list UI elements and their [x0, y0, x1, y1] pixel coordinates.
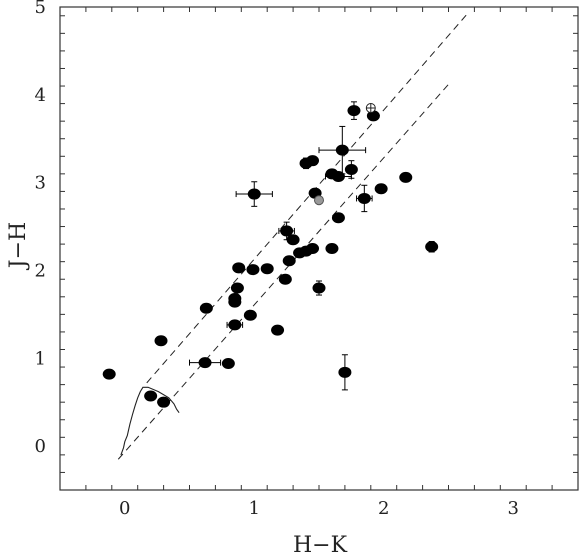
marker-filled — [282, 255, 296, 267]
y-tick-label: 0 — [35, 436, 46, 457]
marker-filled — [366, 110, 380, 122]
data-point — [278, 273, 292, 285]
data-point — [235, 181, 273, 207]
marker-filled — [230, 282, 244, 294]
marker-filled — [228, 319, 242, 331]
x-tick-label: 2 — [378, 498, 389, 519]
marker-filled — [306, 155, 320, 167]
y-tick-label: 3 — [35, 173, 46, 194]
data-point — [228, 293, 242, 305]
marker-filled — [154, 335, 168, 347]
marker-filled — [232, 262, 246, 274]
marker-filled — [306, 243, 320, 254]
data-point — [314, 195, 324, 206]
data-point — [271, 324, 285, 336]
x-tick-label: 0 — [119, 498, 130, 519]
marker-filled — [347, 105, 361, 117]
data-point — [144, 390, 158, 402]
marker-filled — [331, 212, 345, 224]
marker-filled — [278, 273, 292, 285]
data-point — [356, 184, 373, 213]
marker-filled — [199, 302, 213, 314]
data-point — [260, 263, 274, 275]
data-point — [232, 262, 246, 274]
data-point — [306, 243, 320, 254]
data-point — [221, 358, 235, 370]
data-point — [399, 171, 413, 183]
marker-filled — [331, 170, 345, 182]
data-point — [278, 221, 295, 241]
reddening-lines — [117, 12, 469, 460]
marker-filled — [325, 243, 339, 254]
data-point — [347, 101, 361, 120]
marker-filled — [271, 324, 285, 336]
y-tick-label: 2 — [35, 260, 46, 281]
data-point — [102, 368, 116, 380]
axis-ticks: 0 1 2 3 0 1 2 3 4 5 — [35, 0, 579, 519]
reddening-line — [146, 12, 469, 384]
marker-filled — [247, 188, 261, 200]
data-point — [318, 125, 367, 175]
data-point — [246, 264, 260, 276]
marker-filled — [286, 234, 300, 246]
data-point — [306, 155, 320, 167]
marker-filled — [312, 282, 326, 294]
locus-curve — [120, 386, 180, 456]
marker-filled — [221, 358, 235, 370]
marker-filled — [144, 390, 158, 402]
x-axis-label: H−K — [293, 533, 348, 557]
data-point — [154, 335, 168, 347]
data-point — [312, 280, 326, 296]
data-point — [286, 234, 300, 246]
data-point — [338, 354, 352, 391]
marker-filled — [344, 163, 358, 175]
data-point — [199, 302, 213, 314]
data-point — [365, 102, 376, 113]
marker-filled — [102, 368, 116, 380]
locus-curve-group — [120, 386, 180, 456]
marker-filled — [425, 241, 439, 253]
data-point — [344, 160, 358, 179]
data-point — [366, 110, 380, 122]
data-point — [189, 357, 222, 369]
data-point — [331, 212, 345, 224]
marker-gray — [314, 195, 324, 206]
y-tick-label: 1 — [35, 348, 46, 369]
y-axis-label: J−H — [6, 222, 31, 270]
data-point — [374, 183, 388, 195]
marker-filled — [374, 183, 388, 195]
marker-filled — [228, 293, 242, 305]
data-point — [282, 255, 296, 267]
marker-filled — [357, 192, 371, 204]
data-point — [157, 396, 171, 408]
marker-filled — [338, 366, 352, 378]
axis-labels: H−K J−H — [6, 222, 348, 557]
data-point — [226, 319, 244, 331]
marker-filled — [399, 171, 413, 183]
y-tick-label: 4 — [35, 85, 46, 106]
marker-filled — [280, 225, 294, 237]
x-tick-label: 3 — [508, 498, 519, 519]
data-points — [102, 101, 439, 408]
data-point — [425, 240, 439, 253]
marker-filled — [243, 309, 257, 321]
data-point — [325, 243, 339, 254]
marker-filled — [198, 357, 212, 369]
y-tick-label: 5 — [35, 0, 46, 18]
marker-filled — [246, 264, 260, 276]
data-point — [230, 282, 244, 294]
data-point — [243, 309, 257, 321]
marker-filled — [157, 396, 171, 408]
x-tick-label: 1 — [249, 498, 260, 519]
marker-filled — [260, 263, 274, 275]
marker-filled — [335, 144, 349, 156]
